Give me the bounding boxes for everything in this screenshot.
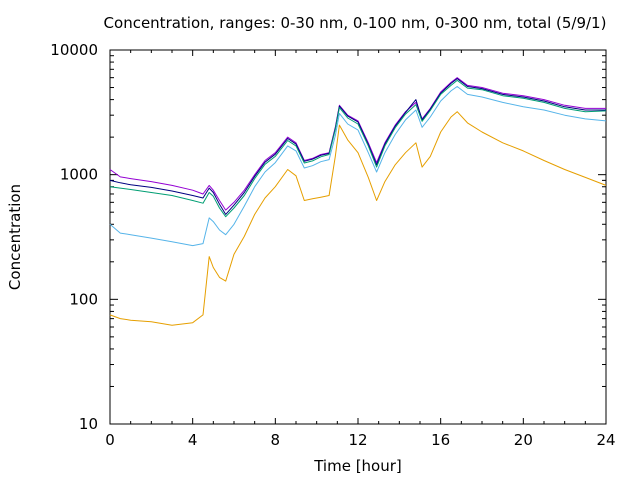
y-tick-label: 10000 — [50, 41, 98, 59]
x-tick-label: 8 — [271, 431, 281, 449]
series-line-2 — [109, 78, 606, 215]
series-line-1 — [109, 77, 606, 211]
y-axis-label: Concentration — [6, 184, 24, 290]
chart-title: Concentration, ranges: 0-30 nm, 0-100 nm… — [104, 14, 607, 32]
series-line-5 — [109, 111, 607, 326]
y-tick-label: 100 — [69, 290, 98, 308]
x-tick-label: 0 — [105, 431, 115, 449]
y-tick-label: 10 — [79, 415, 98, 433]
series-layer — [109, 77, 607, 326]
x-axis: 0 4 8 12 16 20 24 — [105, 50, 616, 449]
x-tick-label: 20 — [514, 431, 533, 449]
plot-frame — [109, 49, 607, 425]
x-tick-label: 4 — [188, 431, 198, 449]
x-tick-label: 16 — [431, 431, 450, 449]
y-tick-label: 1000 — [60, 166, 98, 184]
series-line-3 — [109, 79, 607, 218]
x-tick-label: 12 — [348, 431, 367, 449]
x-tick-label: 24 — [596, 431, 615, 449]
series-line-4 — [109, 86, 607, 247]
x-axis-label: Time [hour] — [313, 457, 402, 475]
y-axis: 10 100 1000 10000 — [50, 41, 606, 433]
